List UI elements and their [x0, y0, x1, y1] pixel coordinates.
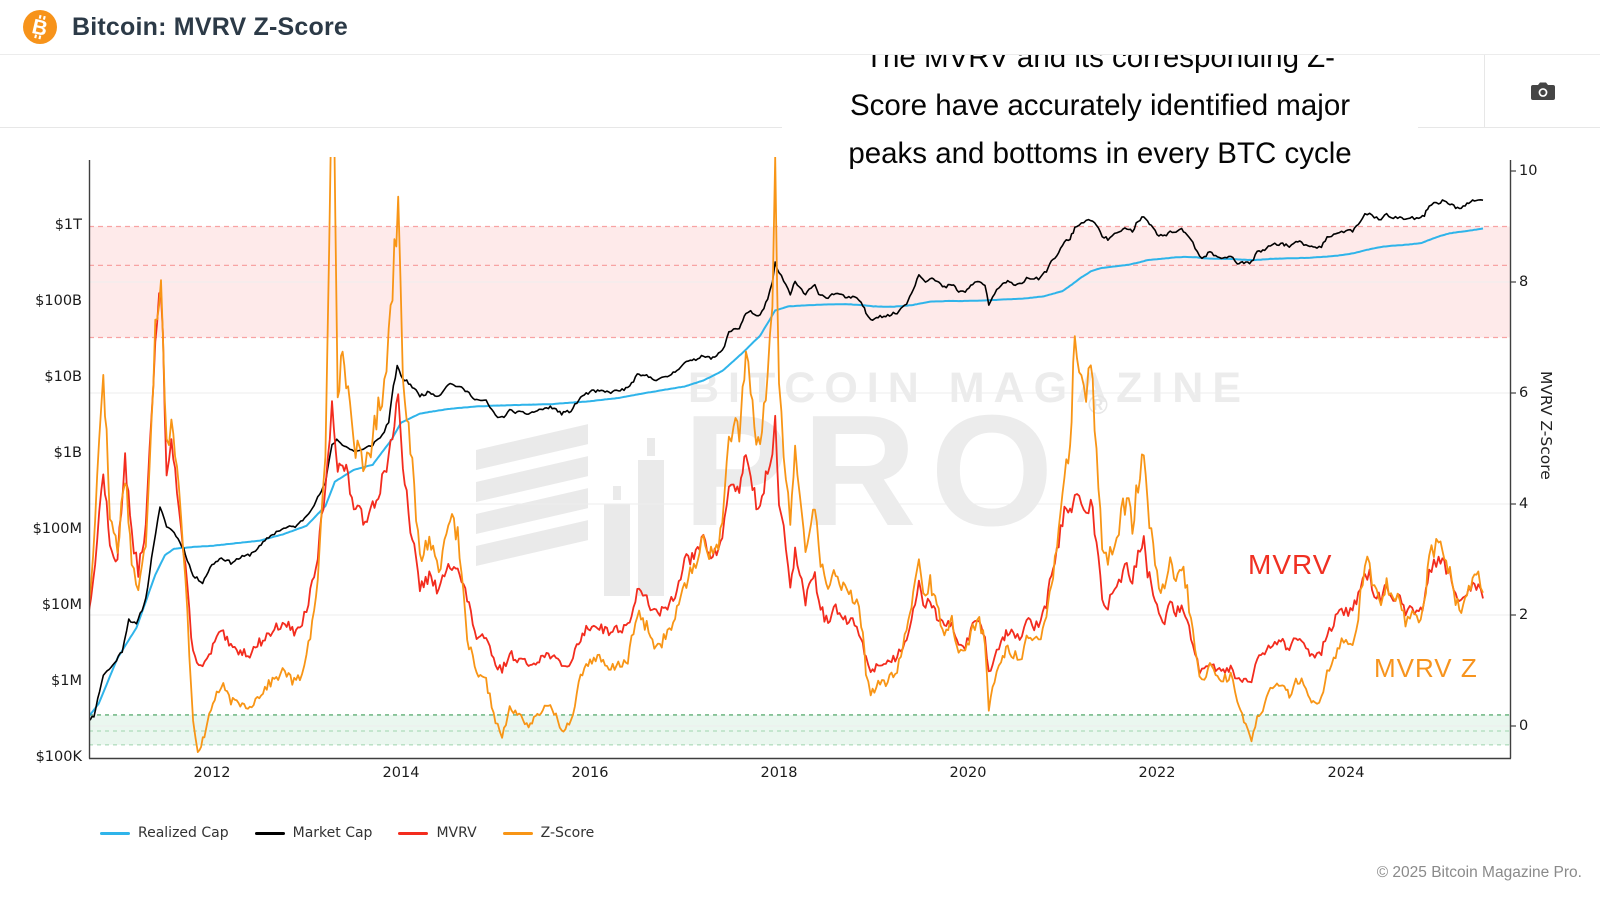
legend-swatch [398, 831, 429, 835]
annotation-line: peaks and bottoms in every BTC cycle [848, 137, 1352, 170]
page-title: Bitcoin: MVRV Z-Score [72, 12, 348, 41]
chart-legend: Realized Cap Market Cap MVRV Z-Score [100, 820, 620, 846]
legend-item-z-score[interactable]: Z-Score [502, 825, 595, 841]
legend-item-mvrv[interactable]: MVRV [398, 825, 477, 841]
legend-label: Realized Cap [138, 825, 229, 841]
series-line-mvrv [89, 292, 1484, 684]
header: B Bitcoin: MVRV Z-Score [0, 0, 1600, 55]
series-line-z-score [89, 157, 1484, 753]
svg-text:B: B [30, 15, 50, 41]
camera-icon [1530, 82, 1555, 100]
legend-swatch [254, 831, 285, 835]
legend-swatch [100, 831, 130, 835]
right-axis-title: MVRV Z-Score [1537, 371, 1555, 480]
annotation-line: Score have accurately identified major [849, 89, 1351, 122]
legend-label: Market Cap [292, 825, 373, 841]
legend-swatch [502, 831, 533, 835]
copyright-text: © 2025 Bitcoin Magazine Pro. [1376, 864, 1582, 881]
mvrv-z-series-label: MVRV Z [1374, 653, 1478, 683]
bitcoin-logo-icon: B [22, 9, 58, 45]
undervalued-band [89, 714, 1510, 745]
bitcoin-magazine-logo-icon [476, 424, 664, 596]
series-line-realized-cap [89, 227, 1484, 718]
legend-label: Z-Score [540, 825, 595, 841]
mvrv-series-label: MVRV [1248, 549, 1333, 580]
legend-item-realized-cap[interactable]: Realized Cap [100, 825, 229, 841]
camera-button[interactable] [1484, 54, 1600, 127]
legend-item-market-cap[interactable]: Market Cap [254, 825, 373, 841]
legend-label: MVRV [436, 825, 477, 841]
watermark-text-line2: PRO [683, 383, 1068, 559]
series-line-market-cap [89, 199, 1484, 721]
